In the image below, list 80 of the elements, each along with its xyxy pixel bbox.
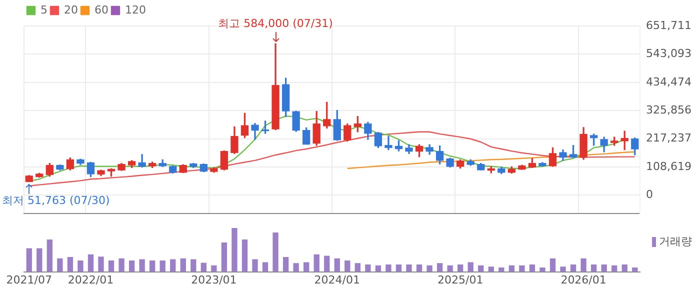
bar [570, 264, 576, 272]
annotation: 최고 584,000 (07/31) [218, 16, 333, 30]
bar [36, 248, 42, 272]
bar [221, 242, 228, 272]
bar [601, 264, 607, 272]
bar [426, 265, 432, 272]
bar [519, 265, 525, 272]
x-tick-label: 2021/07 [6, 273, 52, 286]
bar [46, 239, 52, 272]
bar [508, 265, 514, 272]
bar [365, 264, 371, 272]
y-tick-label: 543,093 [646, 47, 692, 60]
x-tick-label: 2025/01 [437, 273, 484, 286]
bar [488, 266, 494, 272]
x-tick-label: 2026/01 [560, 273, 606, 286]
bar [458, 264, 464, 272]
bar [396, 264, 402, 272]
bar [406, 264, 412, 272]
bar [160, 260, 166, 272]
bar [375, 265, 382, 272]
y-tick-label: 108,619 [646, 160, 692, 173]
bar [386, 264, 392, 272]
y-tick-label: 434,474 [646, 75, 692, 88]
bar [550, 258, 556, 272]
bar [590, 264, 597, 272]
bar [354, 263, 360, 272]
bar [334, 258, 340, 272]
y-tick-label: 217,237 [646, 132, 692, 145]
bar [108, 260, 114, 272]
legend-label: 60 [94, 3, 108, 16]
legend-label: 20 [64, 3, 78, 16]
bar [272, 232, 278, 272]
x-tick-label: 2024/01 [314, 273, 360, 286]
bar [324, 256, 330, 272]
bar [447, 265, 453, 272]
bar [139, 259, 145, 272]
bar [632, 268, 638, 272]
annotation: 최저 51,763 (07/30) [2, 194, 110, 208]
bar [262, 262, 268, 272]
bar [416, 264, 422, 272]
x-tick-label: 2022/01 [68, 273, 114, 286]
bar [211, 265, 217, 272]
legend-label: 120 [124, 3, 146, 16]
bar [150, 260, 156, 272]
bar [88, 254, 94, 272]
bar [180, 258, 186, 272]
bar [529, 264, 536, 272]
bar [282, 257, 289, 272]
bar [436, 263, 443, 272]
bar [78, 260, 84, 272]
bar [98, 256, 104, 272]
bar [57, 258, 63, 272]
bar [242, 239, 248, 272]
bar [200, 262, 206, 272]
bar [304, 262, 310, 272]
bar [26, 248, 32, 272]
bar [67, 257, 74, 272]
y-tick-label: 0 [646, 188, 653, 202]
legend-label: 5 [40, 3, 48, 16]
bar [252, 259, 258, 272]
legend-label: 거래량 [659, 234, 692, 248]
bar [170, 259, 176, 272]
bar [498, 268, 504, 272]
bar [580, 258, 586, 272]
bar [468, 262, 474, 272]
y-tick-label: 651,711 [646, 18, 692, 32]
bar [128, 260, 135, 272]
bar [478, 265, 484, 272]
bar [118, 258, 124, 272]
bar [232, 228, 238, 272]
bar [622, 264, 628, 272]
y-tick-label: 325,856 [646, 103, 692, 116]
bar [190, 259, 196, 272]
x-tick-label: 2023/01 [191, 273, 237, 286]
bar [314, 254, 320, 272]
bar [344, 260, 350, 272]
bar [293, 263, 299, 272]
bar [612, 265, 618, 272]
bar [540, 268, 546, 272]
bar [560, 266, 566, 272]
